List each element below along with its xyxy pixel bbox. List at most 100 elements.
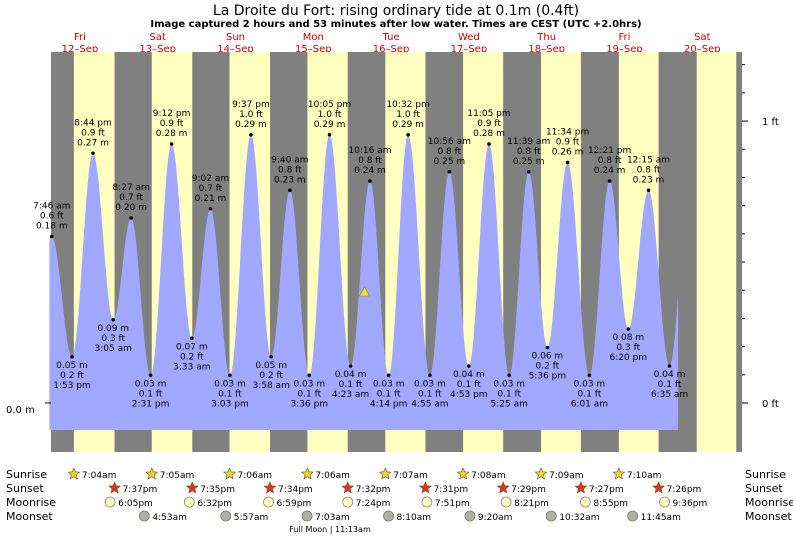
low-tide-m: 0.07 m [176, 342, 208, 352]
high-tide-ft: 0.8 ft [437, 147, 461, 157]
day-label-date: 17–Sep [451, 44, 488, 55]
moonrise-icon [500, 496, 512, 508]
high-tide-point [91, 151, 95, 156]
low-tide-point [587, 373, 592, 378]
day-label-dow: Tue [382, 32, 400, 43]
moonrise-icon [104, 496, 116, 508]
high-tide-point [447, 169, 452, 174]
moonset-icon [383, 510, 394, 522]
day-label-dow: Sat [149, 32, 165, 43]
low-tide-point [190, 336, 194, 341]
high-tide-ft: 1.0 ft [396, 110, 420, 120]
low-tide-time: 2:31 pm [132, 399, 170, 409]
sunrise-icon [534, 467, 548, 480]
sunrise-time: 7:04am [82, 471, 117, 481]
high-tide-point [288, 188, 292, 193]
high-tide-point [406, 132, 410, 137]
sunrise-time: 7:05am [160, 471, 195, 481]
high-tide-m: 0.21 m [195, 194, 227, 204]
sunrise-time: 7:06am [315, 471, 350, 481]
right-axis-label: 1 ft [762, 117, 779, 128]
current-time-marker [359, 286, 371, 297]
sunrise-time: 7:06am [238, 471, 273, 481]
high-tide-time: 11:05 pm [467, 109, 510, 119]
day-label-dow: Fri [74, 32, 86, 43]
low-tide-time: 4:23 am [332, 390, 369, 400]
sunset-icon [185, 481, 199, 494]
high-tide-m: 0.24 m [594, 166, 626, 176]
high-tide-point [249, 132, 253, 137]
sunset-icon [496, 481, 510, 494]
sunset-icon [652, 481, 666, 494]
low-tide-ft: 0.2 ft [60, 371, 84, 381]
low-tide-ft: 0.1 ft [218, 389, 242, 399]
low-tide-time: 6:20 pm [609, 353, 647, 363]
day-label-date: 13–Sep [139, 44, 176, 55]
high-tide-time: 10:16 am [348, 146, 391, 156]
low-tide-time: 3:03 pm [211, 399, 249, 409]
moonrise-icon [421, 496, 433, 508]
moonset-time: 4:53am [152, 513, 187, 523]
day-label-dow: Mon [303, 32, 324, 43]
low-tide-ft: 0.1 ft [139, 389, 163, 399]
high-tide-time: 10:56 am [428, 137, 471, 147]
low-tide-ft: 0.1 ft [418, 389, 442, 399]
high-tide-point [487, 142, 491, 146]
sunset-icon [341, 481, 355, 494]
sunrise-icon [612, 467, 626, 480]
high-tide-m: 0.23 m [274, 175, 306, 185]
sunset-time: 7:29pm [511, 485, 546, 495]
tide-area [49, 134, 679, 430]
low-tide-point [545, 345, 550, 350]
moonrise-icon [659, 496, 670, 508]
moonrise-time: 7:51pm [435, 499, 470, 509]
chart-subtitle: Image captured 2 hours and 53 minutes af… [150, 19, 641, 30]
moonset-icon [220, 510, 232, 522]
low-tide-point [626, 327, 631, 331]
low-tide-time: 4:53 pm [450, 390, 488, 400]
low-tide-m: 0.06 m [532, 352, 564, 362]
high-tide-point [368, 179, 372, 183]
sunset-icon [418, 481, 432, 494]
low-tide-ft: 0.1 ft [297, 389, 321, 399]
sunrise-time: 7:09am [549, 471, 584, 481]
high-tide-point [169, 142, 174, 146]
day-label-date: 15–Sep [295, 44, 332, 55]
sunrise-time: 7:10am [627, 471, 662, 481]
low-tide-ft: 0.3 ft [616, 343, 640, 353]
low-tide-point [148, 373, 153, 378]
moonset-icon [627, 510, 639, 522]
high-tide-ft: 0.6 ft [40, 212, 64, 222]
low-tide-ft: 0.1 ft [339, 380, 363, 390]
low-tide-m: 0.03 m [214, 379, 246, 389]
high-tide-ft: 0.7 ft [199, 184, 223, 194]
low-tide-time: 3:36 pm [291, 399, 329, 409]
sunrise-icon [223, 467, 237, 480]
tide-curve [49, 134, 679, 430]
low-tide-m: 0.03 m [493, 379, 525, 389]
high-tide-time: 12:15 am [627, 155, 670, 165]
moonset-time: 8:10am [396, 513, 431, 523]
high-tide-ft: 0.8 ft [278, 165, 302, 175]
full-moon-note: Full Moon | 11:13am [289, 525, 371, 534]
axes: 0.0 m 1 ft 0 ft [6, 64, 779, 416]
high-tide-time: 11:39 am [507, 137, 550, 147]
low-tide-m: 0.03 m [373, 379, 405, 389]
high-tide-m: 0.24 m [354, 166, 386, 176]
high-tide-ft: 0.7 ft [119, 193, 143, 203]
low-tide-time: 1:53 pm [53, 381, 91, 391]
low-tide-m: 0.03 m [414, 379, 446, 389]
moonrise-time: 9:36pm [673, 499, 708, 509]
day-label-dow: Sat [694, 32, 710, 43]
sunrise-time: 7:07am [393, 471, 428, 481]
moonrise-icon [342, 496, 354, 508]
moonset-time: 7:03am [315, 513, 350, 523]
sunset-icon [108, 481, 122, 494]
low-tide-m: 0.05 m [255, 361, 287, 371]
sunrise-icon [300, 467, 314, 480]
low-tide-m: 0.03 m [574, 379, 606, 389]
day-label-date: 19–Sep [606, 44, 643, 55]
high-tide-m: 0.20 m [115, 203, 147, 213]
high-tide-m: 0.28 m [156, 129, 188, 139]
